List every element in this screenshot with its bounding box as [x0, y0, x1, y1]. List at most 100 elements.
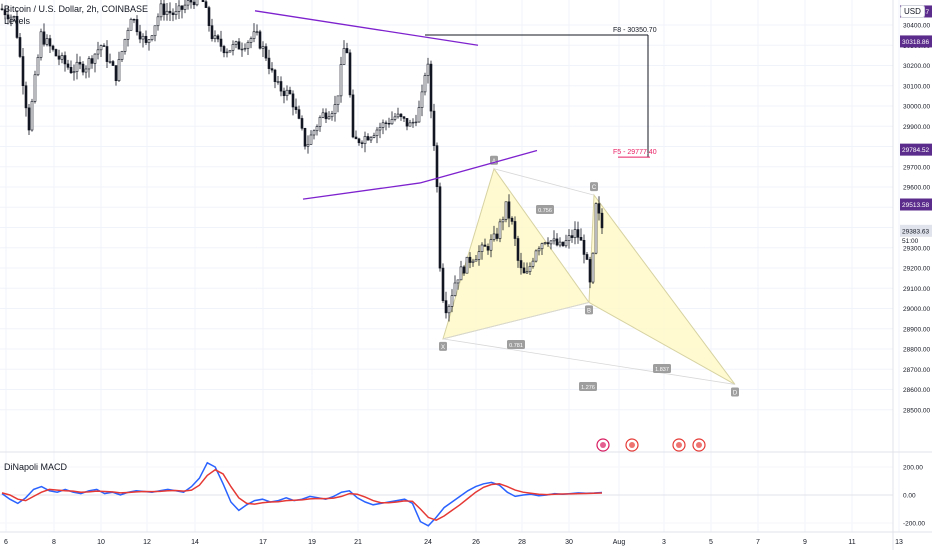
- candle[interactable]: [234, 41, 238, 45]
- candle[interactable]: [363, 136, 367, 144]
- candle[interactable]: [423, 75, 427, 93]
- candle[interactable]: [462, 266, 466, 274]
- candle[interactable]: [165, 10, 169, 15]
- candle[interactable]: [138, 31, 142, 40]
- currency-button[interactable]: USD: [900, 5, 925, 18]
- pattern-point-badge[interactable]: [585, 305, 593, 315]
- candle[interactable]: [15, 15, 19, 38]
- price-badge[interactable]: [900, 224, 932, 237]
- candle[interactable]: [231, 44, 235, 51]
- candle[interactable]: [45, 38, 49, 45]
- candle[interactable]: [135, 19, 139, 33]
- candle[interactable]: [90, 58, 94, 64]
- candle[interactable]: [399, 113, 403, 118]
- candle[interactable]: [87, 58, 91, 70]
- candle[interactable]: [342, 48, 346, 65]
- signal-line[interactable]: [1, 468, 603, 522]
- candle[interactable]: [153, 25, 157, 37]
- candle[interactable]: [390, 119, 394, 125]
- candle[interactable]: [132, 18, 136, 21]
- candle[interactable]: [489, 239, 493, 251]
- candle[interactable]: [579, 237, 583, 241]
- pattern-bcd-triangle[interactable]: [588, 193, 736, 385]
- candle[interactable]: [432, 110, 436, 146]
- candle[interactable]: [252, 31, 256, 39]
- candle[interactable]: [270, 68, 274, 71]
- macd-pane[interactable]: [1, 461, 603, 527]
- candle[interactable]: [504, 201, 508, 220]
- candle[interactable]: [405, 118, 409, 127]
- candle[interactable]: [345, 48, 349, 54]
- candle[interactable]: [210, 25, 214, 40]
- candle[interactable]: [9, 16, 13, 20]
- candle[interactable]: [120, 51, 124, 60]
- candle[interactable]: [204, 1, 208, 8]
- harmonic-pattern[interactable]: X A B C D 0.756 0.781 1.837 1.276: [439, 155, 739, 397]
- candle[interactable]: [552, 238, 556, 242]
- event-icons[interactable]: [596, 438, 706, 452]
- candle[interactable]: [159, 3, 163, 18]
- candle[interactable]: [486, 246, 490, 251]
- candle[interactable]: [474, 259, 478, 262]
- candle[interactable]: [333, 104, 337, 115]
- candle[interactable]: [117, 59, 121, 82]
- candle[interactable]: [540, 243, 544, 250]
- candle[interactable]: [384, 122, 388, 124]
- price-badge[interactable]: [900, 143, 932, 156]
- candle[interactable]: [96, 49, 100, 55]
- candle[interactable]: [54, 49, 58, 57]
- candle[interactable]: [228, 49, 232, 53]
- candle[interactable]: [150, 35, 154, 40]
- candle[interactable]: [264, 46, 268, 59]
- candle[interactable]: [585, 254, 589, 260]
- price-badge[interactable]: [900, 198, 932, 211]
- candle[interactable]: [99, 45, 103, 51]
- candle[interactable]: [336, 95, 340, 105]
- candle[interactable]: [279, 81, 283, 92]
- candle[interactable]: [297, 109, 301, 119]
- candle[interactable]: [147, 39, 151, 43]
- candle[interactable]: [417, 107, 421, 123]
- candle[interactable]: [426, 63, 430, 76]
- candle[interactable]: [519, 260, 523, 269]
- pattern-point-badge[interactable]: [590, 182, 598, 192]
- candle[interactable]: [564, 240, 568, 247]
- candle[interactable]: [375, 129, 379, 136]
- candle[interactable]: [531, 260, 535, 267]
- candle[interactable]: [567, 235, 571, 241]
- candle[interactable]: [402, 116, 406, 119]
- candle[interactable]: [276, 81, 280, 83]
- candle[interactable]: [114, 65, 118, 82]
- candle[interactable]: [24, 85, 28, 109]
- candle[interactable]: [42, 31, 46, 45]
- candle[interactable]: [303, 127, 307, 147]
- candle[interactable]: [72, 71, 76, 74]
- candle[interactable]: [576, 229, 580, 238]
- candle[interactable]: [396, 113, 400, 118]
- candle[interactable]: [33, 74, 37, 102]
- candle[interactable]: [420, 91, 424, 108]
- candle[interactable]: [93, 53, 97, 64]
- candle[interactable]: [285, 89, 289, 97]
- candle[interactable]: [441, 267, 445, 301]
- candle[interactable]: [597, 203, 601, 214]
- candle[interactable]: [141, 35, 145, 40]
- candle[interactable]: [372, 135, 376, 138]
- candle[interactable]: [249, 38, 253, 43]
- candle[interactable]: [81, 63, 85, 73]
- candle[interactable]: [12, 15, 16, 18]
- candle[interactable]: [27, 107, 31, 131]
- pattern-point-badge[interactable]: [731, 387, 739, 397]
- candle[interactable]: [435, 145, 439, 188]
- candle[interactable]: [312, 130, 316, 136]
- candle[interactable]: [108, 61, 112, 63]
- candle[interactable]: [495, 233, 499, 239]
- candle[interactable]: [366, 136, 370, 141]
- candle[interactable]: [591, 252, 595, 283]
- candle[interactable]: [168, 10, 172, 14]
- candle[interactable]: [306, 144, 310, 147]
- candle[interactable]: [36, 57, 40, 76]
- candle[interactable]: [393, 116, 397, 120]
- candle[interactable]: [183, 4, 187, 10]
- price-badge[interactable]: [900, 35, 932, 48]
